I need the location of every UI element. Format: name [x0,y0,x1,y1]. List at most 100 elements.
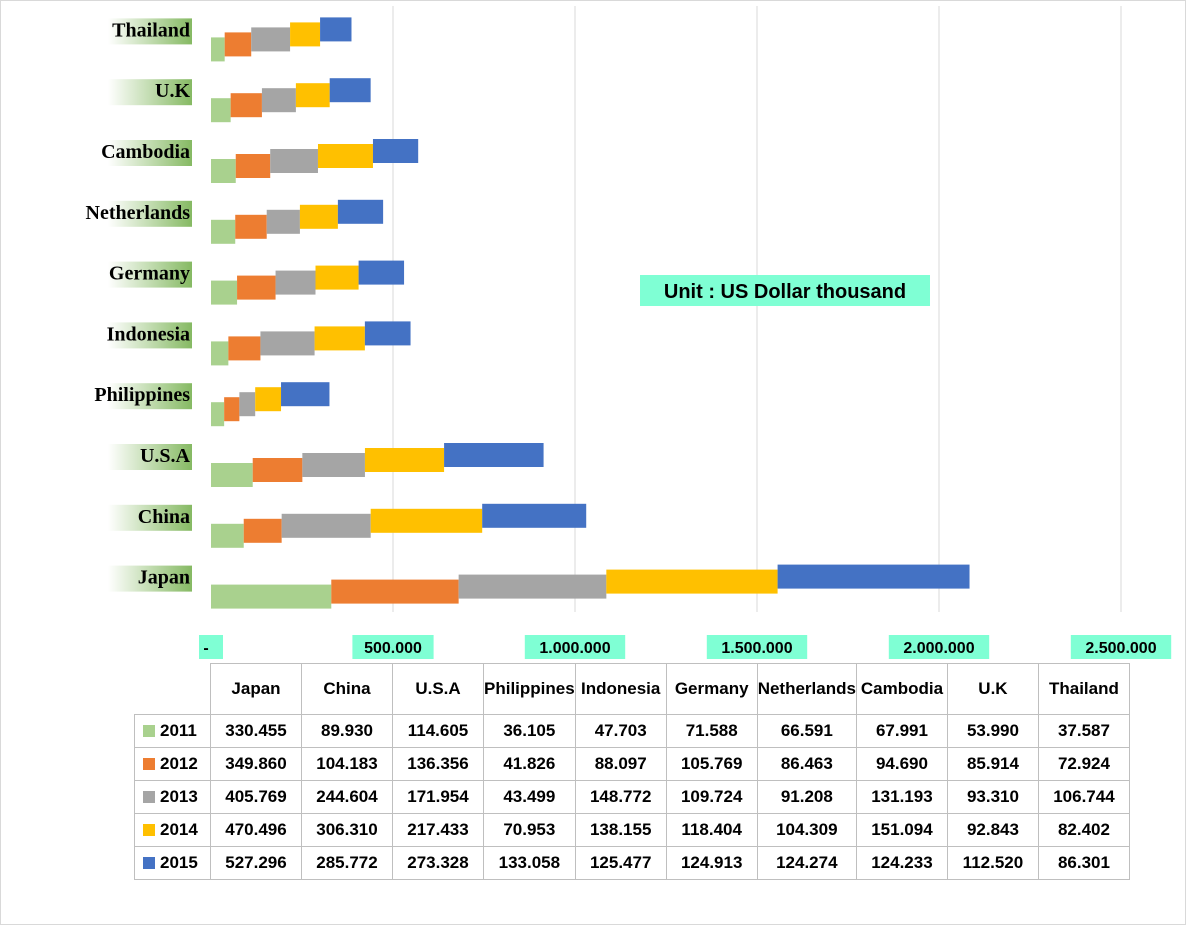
table-cell: 67.991 [855,714,948,748]
table-cell: 86.301 [1037,846,1130,880]
table-cell: 66.591 [756,714,857,748]
bar-philippines-2015 [281,382,330,407]
bar-u-s-a-2014 [364,448,445,472]
table-cell: 136.356 [392,747,484,781]
bar-japan-2012 [331,579,459,604]
bar-philippines-2014 [255,387,282,412]
bar-china-2015 [482,503,587,528]
table-cell: 273.328 [392,846,484,880]
bar-indonesia-2013 [260,331,315,356]
bar-germany-2011 [211,280,238,305]
x-tick-label-background [706,635,808,659]
table-cell: 105.769 [665,747,758,781]
table-cell: 85.914 [946,747,1039,781]
category-label-u-s-a: U.S.A [108,444,192,470]
table-cell: 93.310 [946,780,1039,814]
table-header-u-s-a: U.S.A [392,663,484,715]
table-cell: 131.193 [855,780,948,814]
legend-swatch [143,824,155,836]
bar-thailand-2012 [224,32,252,57]
bar-indonesia-2015 [364,321,411,346]
bar-u-k-2013 [261,88,296,113]
table-cell: 109.724 [665,780,758,814]
legend-swatch [143,725,155,737]
x-tick-label: 2.500.000 [1085,640,1156,657]
table-cell: 151.094 [855,813,948,847]
bar-cambodia-2015 [372,139,419,163]
table-cell: 112.520 [946,846,1039,880]
x-tick-label-background [1070,635,1172,659]
x-tick-label: 2.000.000 [903,640,974,657]
legend-entry-2014: 2014 [134,813,211,847]
table-header-thailand: Thailand [1037,663,1130,715]
bar-germany-2014 [315,265,359,290]
table-header-indonesia: Indonesia [574,663,667,715]
category-label-text: Germany [109,263,190,285]
legend-label: 2012 [160,754,198,773]
table-row: 2015 527.296 285.772 273.328 133.058 125.477 1… [134,846,1130,880]
category-label-shadow [108,18,192,45]
legend-swatch [143,857,155,869]
legend-entry-2013: 2013 [134,780,211,814]
legend-label: 2013 [160,787,198,806]
table-cell: 306.310 [301,813,393,847]
table-header-germany: Germany [665,663,758,715]
bar-philippines-2013 [239,392,256,417]
table-cell: 88.097 [574,747,667,781]
bar-thailand-2011 [211,37,225,62]
table-cell: 349.860 [210,747,302,781]
bar-u-s-a-2011 [211,463,253,487]
table-corner [134,663,211,715]
category-label-text: Indonesia [107,323,190,345]
bar-philippines-2012 [224,397,240,422]
table-cell: 53.990 [946,714,1039,748]
table-header-china: China [301,663,393,715]
bar-japan-2015 [777,564,970,589]
bar-u-s-a-2015 [444,443,544,467]
bar-cambodia-2011 [211,159,236,183]
table-cell: 92.843 [946,813,1039,847]
table-cell: 72.924 [1037,747,1130,781]
bar-u-k-2011 [211,98,231,123]
table-cell: 70.953 [483,813,576,847]
x-tick-label: - [203,640,208,657]
table-cell: 104.309 [756,813,857,847]
category-label-shadow [108,322,192,349]
bar-germany-2012 [237,275,276,300]
bar-japan-2013 [458,574,607,599]
category-label-shadow [108,79,192,106]
table-row: 2011 330.455 89.930 114.605 36.105 47.703 71.5… [134,714,1130,748]
bar-japan-2011 [211,584,332,609]
legend-label: 2014 [160,820,198,839]
table-cell: 470.496 [210,813,302,847]
category-label-shadow [108,504,192,531]
category-label-shadow [108,261,192,288]
x-tick-label: 1.500.000 [721,640,792,657]
x-tick-label: 1.000.000 [539,640,610,657]
table-cell: 41.826 [483,747,576,781]
table-cell: 405.769 [210,780,302,814]
bar-netherlands-2011 [211,219,236,244]
bar-indonesia-2014 [314,326,365,351]
unit-annotation-background [640,275,930,306]
table-header-cambodia: Cambodia [855,663,948,715]
legend-swatch [143,791,155,803]
table-cell: 104.183 [301,747,393,781]
bar-netherlands-2014 [299,204,338,229]
table-cell: 124.274 [756,846,857,880]
bar-u-k-2014 [295,83,330,108]
category-label-text: China [138,506,190,528]
x-tick-label: 500.000 [364,640,422,657]
category-label-text: Philippines [94,384,190,406]
legend-entry-2015: 2015 [134,846,211,880]
table-cell: 106.744 [1037,780,1130,814]
bar-germany-2013 [275,270,316,295]
bar-u-s-a-2012 [252,458,303,482]
bar-u-k-2015 [329,78,371,103]
legend-swatch [143,758,155,770]
x-axis-ticks: - 500.000 1.000.000 1.500.000 2.000.000 2.500… [199,635,1172,659]
category-label-text: U.S.A [140,445,191,467]
table-cell: 86.463 [756,747,857,781]
table-cell: 285.772 [301,846,393,880]
bar-china-2014 [370,508,483,533]
